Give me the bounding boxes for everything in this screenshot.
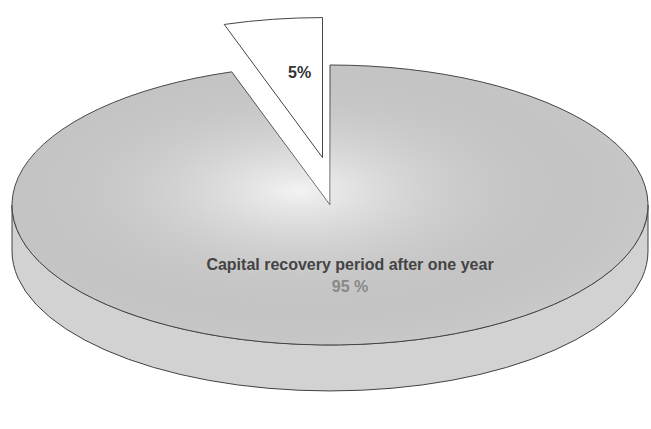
chart: 5% Capital recovery period after one year… (0, 0, 651, 429)
data-label: 95 % (332, 278, 368, 295)
pie (12, 18, 648, 391)
slice-category: Capital recovery period after one year (206, 256, 493, 273)
data-label: 5% (288, 64, 311, 81)
pie-slice (12, 65, 648, 345)
pie-slice-shade (12, 65, 648, 345)
